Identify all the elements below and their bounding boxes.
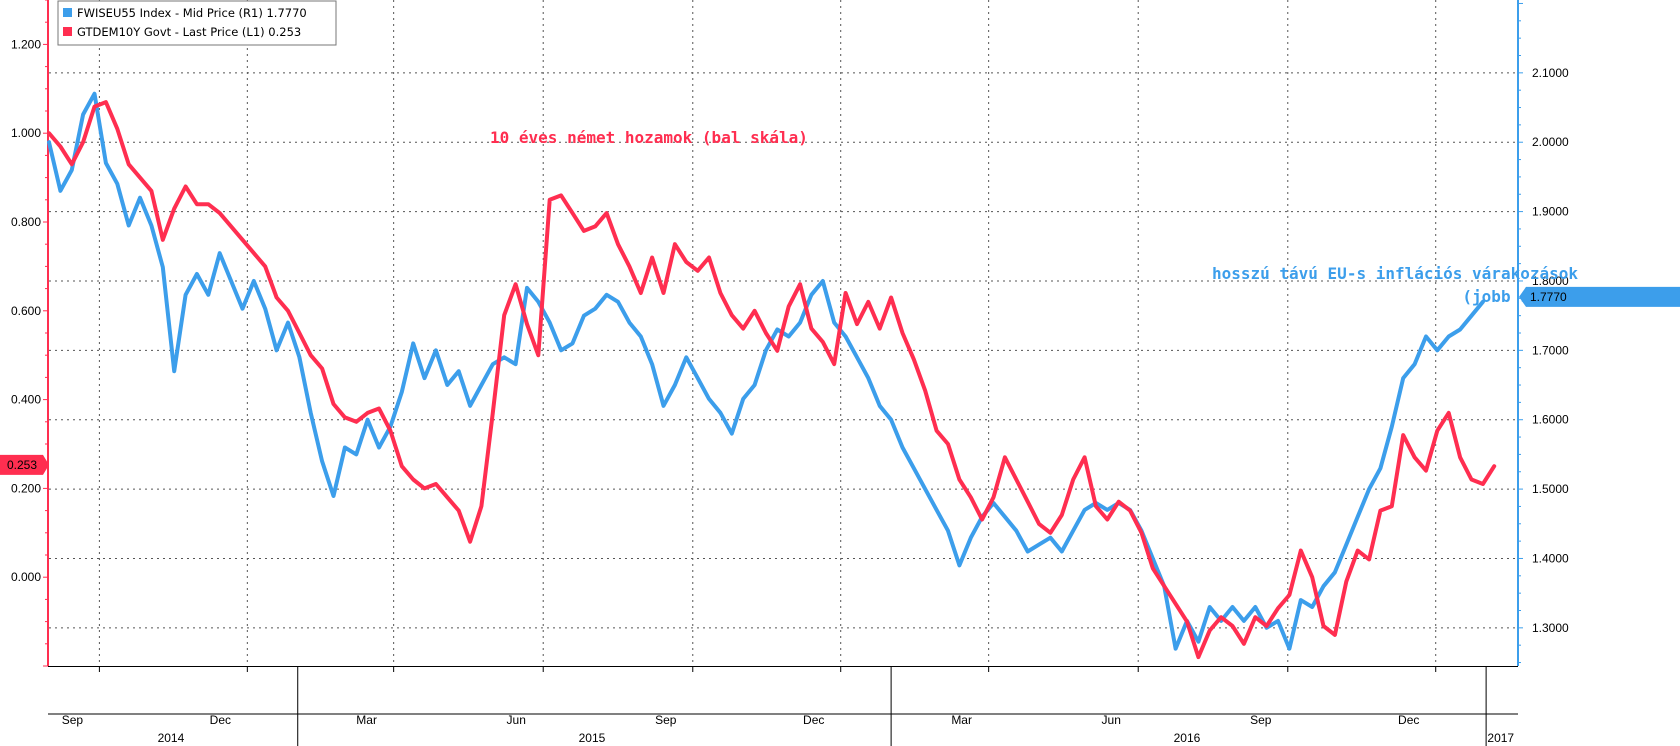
left-value-tag xyxy=(0,454,49,475)
left-axis: 1.200 1.000 0.800 0.600 0.400 0.200 0.000 xyxy=(11,0,49,667)
right-tick-label: 2.0000 xyxy=(1532,135,1569,149)
annotation-german-yields: 10 éves német hozamok (bal skála) xyxy=(490,128,808,147)
right-value-tag-label: 1.7770 xyxy=(1530,290,1567,304)
left-tick-label: 0.000 xyxy=(11,570,41,584)
left-tick-label: 0.800 xyxy=(11,215,41,229)
legend-box xyxy=(57,0,337,46)
left-value-tag-label: 0.253 xyxy=(7,458,37,472)
x-tick-label: Dec xyxy=(1398,713,1419,727)
x-tick-label: Sep xyxy=(62,713,84,727)
right-tick-label: 1.3000 xyxy=(1532,621,1569,635)
left-tick-label: 0.200 xyxy=(11,481,41,495)
year-label: 2016 xyxy=(1174,731,1201,745)
year-label: 2014 xyxy=(158,731,185,745)
legend-label-fwiseu55: FWISEU55 Index - Mid Price (R1) 1.7770 xyxy=(77,6,307,20)
right-tick-label: 1.4000 xyxy=(1532,551,1569,565)
year-label: 2017 xyxy=(1487,731,1514,745)
series-layer xyxy=(47,91,1497,660)
left-tick-label: 1.000 xyxy=(11,126,41,140)
left-tick-label: 0.600 xyxy=(11,304,41,318)
x-tick-label: Jun xyxy=(507,713,526,727)
annotation-inflation-expectations: hosszú távú EU-s inflációs várakozások xyxy=(1212,264,1578,283)
x-tick-label: Mar xyxy=(951,713,972,727)
legend: FWISEU55 Index - Mid Price (R1) 1.7770 G… xyxy=(57,0,337,46)
x-tick-label: Dec xyxy=(803,713,824,727)
series-line-1 xyxy=(47,100,1497,660)
legend-swatch-fwiseu55 xyxy=(63,8,72,17)
x-tick-label: Sep xyxy=(1250,713,1272,727)
x-axis: Sep Dec Mar Jun Sep Dec Mar Jun Sep Dec 2014 2015 20… xyxy=(48,666,1518,746)
right-tick-label: 1.8000 xyxy=(1532,274,1569,288)
value-tags: 0.253 1.7770 xyxy=(0,286,1680,475)
right-value-tag xyxy=(1519,286,1680,307)
x-tick-label: Dec xyxy=(210,713,231,727)
x-tick-label: Mar xyxy=(356,713,377,727)
right-tick-label: 1.6000 xyxy=(1532,413,1569,427)
right-axis: 2.1000 2.0000 1.9000 1.8000 1.7000 1.6000 1.50… xyxy=(1517,0,1569,666)
year-label: 2015 xyxy=(579,731,606,745)
legend-label-gtdem10y: GTDEM10Y Govt - Last Price (L1) 0.253 xyxy=(77,25,301,39)
right-tick-label: 1.5000 xyxy=(1532,482,1569,496)
series-line-0 xyxy=(47,91,1485,651)
grid xyxy=(49,0,1517,666)
right-tick-label: 1.9000 xyxy=(1532,205,1569,219)
right-tick-label: 2.1000 xyxy=(1532,66,1569,80)
left-tick-label: 0.400 xyxy=(11,393,41,407)
x-tick-label: Sep xyxy=(655,713,677,727)
x-tick-label: Jun xyxy=(1102,713,1121,727)
left-tick-label: 1.200 xyxy=(11,37,41,51)
right-tick-label: 1.7000 xyxy=(1532,343,1569,357)
legend-swatch-gtdem10y xyxy=(63,27,72,36)
